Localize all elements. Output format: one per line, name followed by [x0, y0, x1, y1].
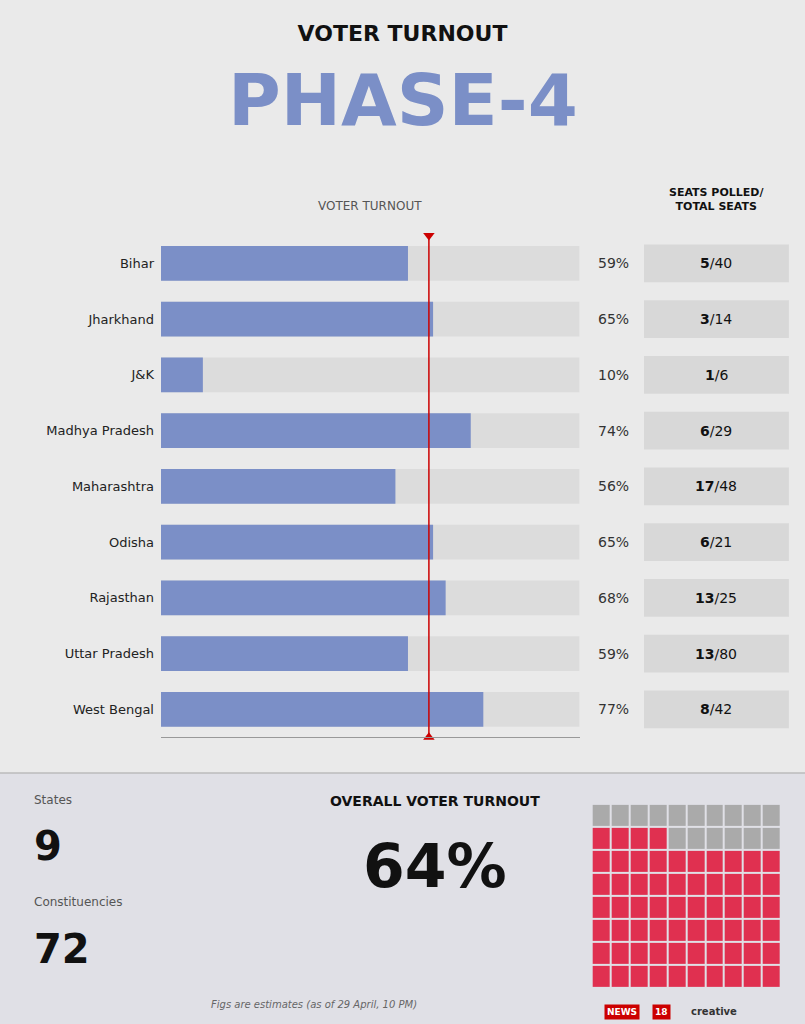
- svg-text:West Bengal: West Bengal: [73, 702, 154, 717]
- svg-text:Maharashtra: Maharashtra: [72, 479, 154, 494]
- svg-text:6/21: 6/21: [700, 534, 732, 550]
- svg-text:J&K: J&K: [131, 367, 155, 382]
- svg-text:Bihar: Bihar: [120, 256, 155, 271]
- svg-text:NEWS: NEWS: [607, 1007, 637, 1017]
- svg-text:SEATS POLLED/TOTAL SEATS: SEATS POLLED/TOTAL SEATS: [669, 186, 764, 213]
- svg-text:72: 72: [34, 926, 90, 972]
- svg-text:17/48: 17/48: [695, 478, 737, 494]
- svg-text:13/80: 13/80: [695, 646, 737, 662]
- svg-text:1/6: 1/6: [705, 367, 728, 383]
- svg-text:65%: 65%: [598, 534, 629, 550]
- svg-text:States: States: [34, 793, 72, 807]
- svg-text:Madhya Pradesh: Madhya Pradesh: [46, 423, 154, 438]
- svg-text:5/40: 5/40: [700, 255, 732, 271]
- svg-text:PHASE-4: PHASE-4: [228, 58, 578, 142]
- svg-text:18: 18: [655, 1007, 668, 1017]
- svg-text:59%: 59%: [598, 646, 629, 662]
- svg-text:13/25: 13/25: [695, 590, 737, 606]
- svg-text:VOTER TURNOUT: VOTER TURNOUT: [318, 199, 422, 213]
- svg-text:Uttar Pradesh: Uttar Pradesh: [65, 646, 154, 661]
- svg-text:Rajasthan: Rajasthan: [89, 590, 154, 605]
- svg-text:56%: 56%: [598, 478, 629, 494]
- svg-text:Figs are estimates (as of 29 A: Figs are estimates (as of 29 April, 10 P…: [211, 999, 417, 1010]
- svg-text:3/14: 3/14: [700, 311, 732, 327]
- svg-text:VOTER TURNOUT: VOTER TURNOUT: [298, 21, 508, 46]
- svg-text:OVERALL VOTER TURNOUT: OVERALL VOTER TURNOUT: [330, 793, 540, 809]
- svg-text:Jharkhand: Jharkhand: [87, 312, 154, 327]
- svg-text:Odisha: Odisha: [109, 535, 154, 550]
- svg-text:9: 9: [34, 823, 62, 869]
- svg-text:77%: 77%: [598, 701, 629, 717]
- svg-text:6/29: 6/29: [700, 423, 732, 439]
- svg-text:68%: 68%: [598, 590, 629, 606]
- svg-text:65%: 65%: [598, 311, 629, 327]
- svg-text:64%: 64%: [363, 831, 507, 901]
- svg-text:creative: creative: [691, 1006, 737, 1017]
- svg-text:8/42: 8/42: [700, 701, 732, 717]
- svg-text:74%: 74%: [598, 423, 629, 439]
- svg-text:10%: 10%: [598, 367, 629, 383]
- svg-text:59%: 59%: [598, 255, 629, 271]
- svg-text:Constituencies: Constituencies: [34, 895, 122, 909]
